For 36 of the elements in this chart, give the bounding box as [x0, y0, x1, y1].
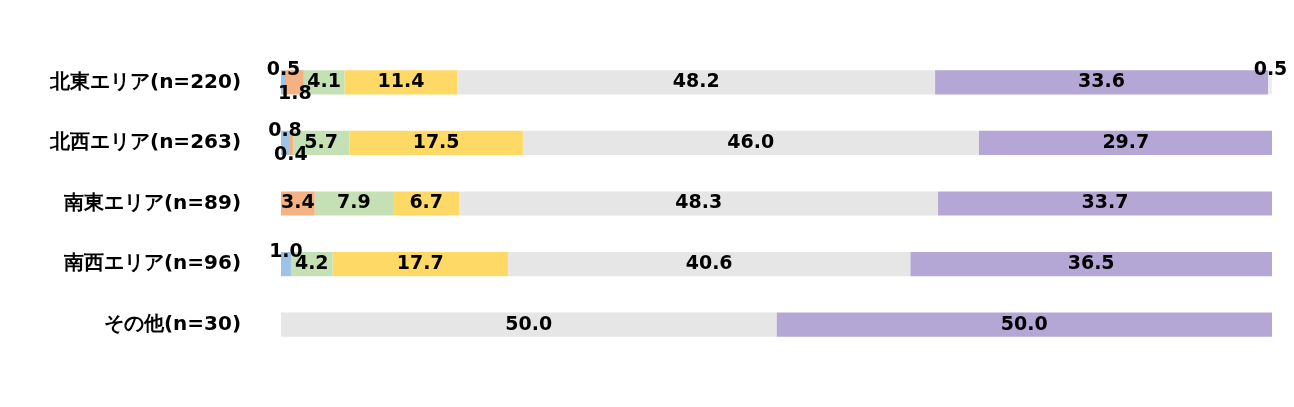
data-label: 7.9 [337, 190, 371, 213]
data-label: 0.8 [268, 117, 302, 140]
bar [349, 130, 523, 156]
data-label: 33.7 [1081, 190, 1129, 213]
data-label: 33.6 [1078, 69, 1125, 92]
data-label: 50.0 [1000, 311, 1048, 334]
bar [522, 130, 979, 156]
bar [507, 251, 911, 277]
bar [314, 191, 394, 216]
data-label: 17.7 [396, 251, 444, 274]
data-label: 48.3 [675, 190, 723, 213]
data-label: 3.4 [281, 190, 315, 213]
y-tick-label: 北西エリア(n=263) [48, 129, 242, 154]
data-label: 50.0 [505, 311, 553, 334]
data-label: 36.5 [1067, 251, 1115, 274]
bar [332, 251, 508, 277]
bar [910, 251, 1272, 277]
y-tick-label: その他(n=30) [103, 310, 242, 335]
bar [978, 130, 1272, 156]
data-label: 0.5 [1253, 57, 1288, 80]
bar [938, 191, 1272, 216]
bar [776, 312, 1272, 337]
bar [281, 312, 777, 337]
data-label: 46.0 [727, 129, 775, 152]
data-label: 48.2 [672, 69, 720, 92]
data-label: 40.6 [685, 251, 733, 274]
y-tick-label: 南東エリア(n=89) [62, 189, 242, 214]
bar [457, 70, 936, 95]
data-label: 17.5 [412, 129, 460, 152]
data-label: 11.4 [377, 69, 425, 92]
data-label: 29.7 [1102, 129, 1150, 152]
bar [459, 191, 939, 216]
y-tick-label: 南西エリア(n=96) [62, 250, 242, 275]
data-label: 0.5 [266, 57, 301, 80]
data-label: 6.7 [409, 190, 444, 213]
y-tick-label: 北東エリア(n=220) [48, 68, 242, 93]
